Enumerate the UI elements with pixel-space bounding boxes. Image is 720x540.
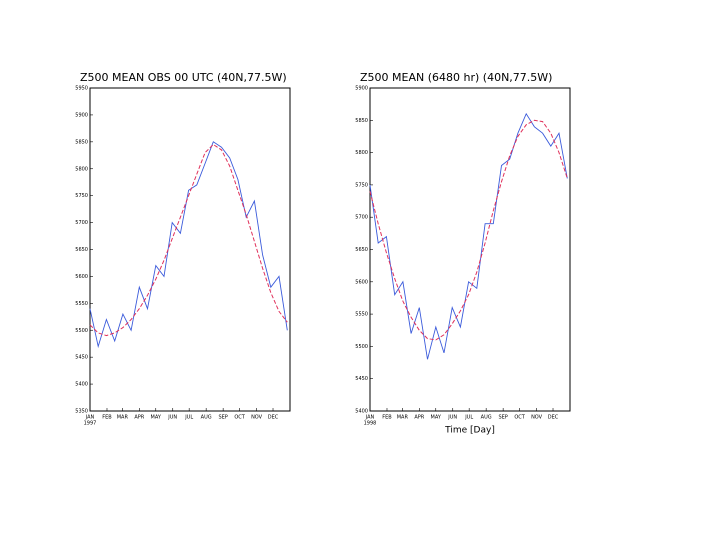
- y-tick-label: 5850: [355, 118, 368, 124]
- y-tick-label: 5450: [355, 376, 368, 382]
- x-tick-label: SEP: [218, 415, 227, 421]
- x-tick-label: AUG: [201, 415, 212, 421]
- y-tick-label: 5550: [355, 312, 368, 318]
- x-tick-label: MAY: [151, 415, 162, 421]
- y-tick-label: 5600: [355, 279, 368, 285]
- y-tick-label: 5750: [75, 193, 88, 199]
- x-tick-label: MAR: [117, 415, 129, 421]
- x-tick-label: DEC: [548, 415, 559, 421]
- x-tick-label: SEP: [498, 415, 507, 421]
- x-axis-label: Time [Day]: [444, 426, 495, 436]
- series-line: [89, 141, 288, 349]
- x-tick-label: JAN: [365, 415, 375, 421]
- chart-title: Z500 MEAN OBS 00 UTC (40N,77.5W): [80, 71, 287, 84]
- x-tick-label: NOV: [251, 415, 263, 421]
- series-line: [369, 119, 568, 341]
- y-tick-label: 5550: [75, 301, 88, 307]
- x-tick-label: NOV: [531, 415, 543, 421]
- y-tick-label: 5500: [355, 344, 368, 350]
- y-tick-label: 5850: [75, 139, 88, 145]
- series-line: [89, 143, 288, 337]
- x-tick-label: MAR: [397, 415, 409, 421]
- x-tick-label: OCT: [514, 415, 525, 421]
- x-tick-label: APR: [134, 415, 144, 421]
- y-tick-label: 5800: [355, 150, 368, 156]
- y-tick-label: 5800: [75, 166, 88, 172]
- x-tick-label: JUL: [184, 415, 193, 421]
- y-tick-label: 5650: [355, 247, 368, 253]
- y-tick-label: 5950: [75, 86, 88, 92]
- x-tick-label: DEC: [268, 415, 279, 421]
- y-tick-label: 5700: [75, 220, 88, 226]
- y-tick-label: 5750: [355, 182, 368, 188]
- x-tick-label: JUL: [464, 415, 473, 421]
- x-tick-label: FEB: [102, 415, 112, 421]
- chart-title: Z500 MEAN (6480 hr) (40N,77.5W): [360, 71, 552, 84]
- x-tick-label: JUN: [447, 415, 457, 421]
- x-tick-label: APR: [414, 415, 424, 421]
- y-tick-label: 5350: [75, 409, 88, 415]
- series-line: [369, 112, 568, 360]
- x-tick-label: MAY: [431, 415, 442, 421]
- y-tick-label: 5700: [355, 215, 368, 221]
- plot-frame: [369, 87, 571, 412]
- year-label: 1998: [364, 421, 377, 427]
- y-tick-label: 5450: [75, 355, 88, 361]
- y-tick-label: 5600: [75, 274, 88, 280]
- y-tick-label: 5400: [75, 382, 88, 388]
- x-tick-label: AUG: [481, 415, 492, 421]
- y-tick-label: 5500: [75, 328, 88, 334]
- x-tick-label: FEB: [382, 415, 392, 421]
- x-tick-label: JAN: [85, 415, 95, 421]
- x-tick-label: JUN: [167, 415, 177, 421]
- plot-frame: [89, 87, 291, 412]
- y-tick-label: 5650: [75, 247, 88, 253]
- x-tick-label: OCT: [234, 415, 245, 421]
- year-label: 1997: [84, 421, 97, 427]
- y-tick-label: 5900: [75, 112, 88, 118]
- y-tick-label: 5900: [355, 86, 368, 92]
- y-tick-label: 5400: [355, 409, 368, 415]
